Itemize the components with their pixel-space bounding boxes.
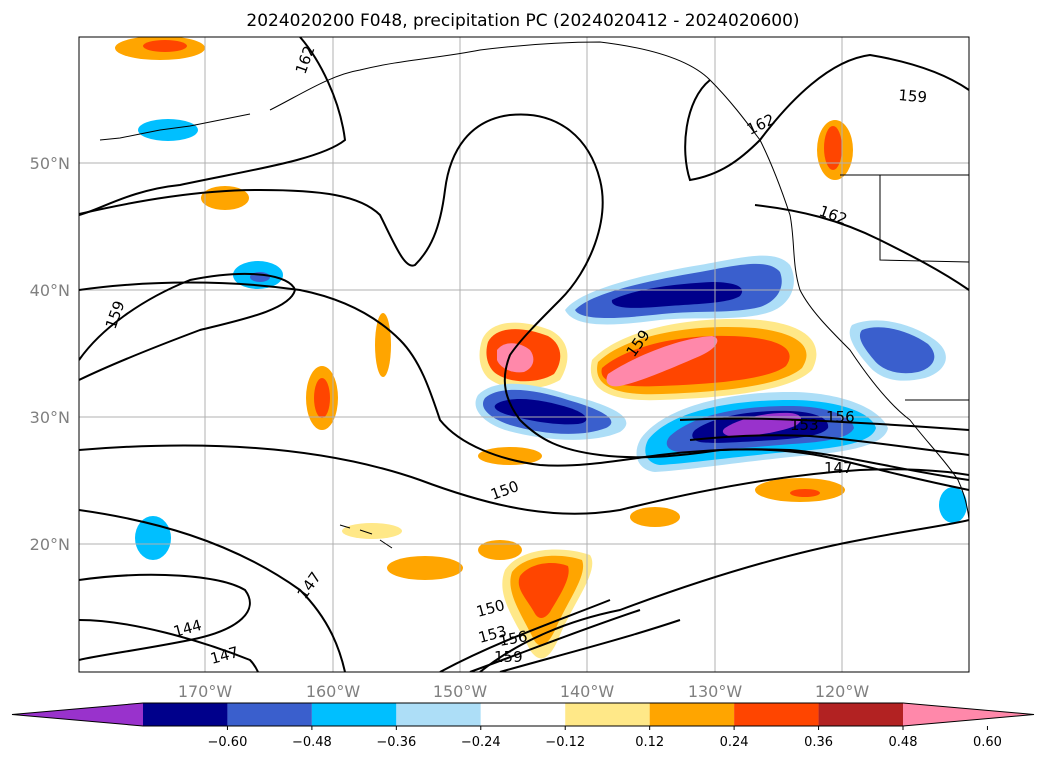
contour-156 bbox=[679, 417, 969, 431]
contour-trough-inner bbox=[79, 281, 969, 481]
positive-anomaly-nw-core bbox=[143, 40, 187, 52]
positive-anomaly-155w-20n bbox=[387, 556, 463, 580]
positive-anomaly-150w-25n bbox=[478, 447, 542, 465]
colorbar-tick-label: −0.24 bbox=[461, 735, 501, 750]
aleutian-islands bbox=[99, 113, 251, 141]
figure-title: 2024020200 F048, precipitation PC (20240… bbox=[246, 11, 799, 31]
colorbar-box bbox=[734, 703, 819, 726]
negative-anomaly-sw bbox=[135, 516, 171, 560]
colorbar-extend-max bbox=[903, 703, 1034, 726]
coastlines bbox=[99, 41, 969, 549]
lat-label-20n: 20°N bbox=[30, 535, 70, 554]
contour-ne-2 bbox=[754, 204, 969, 291]
us-state-line bbox=[879, 175, 969, 263]
map-frame bbox=[78, 36, 970, 673]
colorbar-ticks: −0.60 −0.48 −0.36 −0.24 −0.12 0.12 0.24 0.36 0.4… bbox=[208, 726, 1002, 750]
lon-label-130w: 130°W bbox=[688, 682, 743, 701]
contour-label-156-south: 156 bbox=[498, 627, 529, 650]
colorbar-box bbox=[396, 703, 481, 726]
lat-label-40n: 40°N bbox=[30, 281, 70, 300]
graticule bbox=[79, 37, 969, 672]
colorbar-box bbox=[480, 703, 566, 726]
contour-label-159-ne: 159 bbox=[898, 86, 928, 106]
contour-162-north bbox=[79, 37, 347, 216]
map-panel: 162 159 162 162 159 159 156 153 147 150 … bbox=[78, 36, 970, 673]
contour-south-tight bbox=[439, 599, 681, 672]
negative-anomaly-band-1-core bbox=[611, 282, 743, 308]
positive-anomaly-hawaii bbox=[342, 523, 402, 539]
alaska-coast bbox=[269, 41, 761, 141]
colorbar-box bbox=[227, 703, 312, 726]
contour-label-147-east: 147 bbox=[824, 459, 853, 477]
colorbar-tick-label: −0.36 bbox=[376, 735, 416, 750]
lat-label-30n: 30°N bbox=[30, 408, 70, 427]
positive-anomaly-145w-20n bbox=[478, 540, 522, 560]
contour-label-153: 153 bbox=[790, 416, 819, 434]
negative-anomaly-nw bbox=[138, 119, 198, 141]
lon-label-160w: 160°W bbox=[306, 682, 361, 701]
colorbar-box bbox=[649, 703, 735, 726]
hawaii-islands bbox=[339, 524, 393, 549]
colorbar-boxes bbox=[11, 702, 1035, 727]
latitude-labels: 50°N 40°N 30°N 20°N bbox=[30, 154, 70, 554]
negative-anomaly-coastal-core bbox=[859, 327, 935, 374]
lon-label-140w: 140°W bbox=[560, 682, 615, 701]
positive-anomaly-band-1-max bbox=[606, 336, 718, 387]
longitude-labels: 170°W 160°W 150°W 140°W 130°W 120°W bbox=[178, 682, 870, 701]
positive-anomaly-160w-core bbox=[314, 378, 330, 418]
contour-147 bbox=[79, 444, 969, 515]
contour-144 bbox=[79, 573, 251, 661]
colorbar: −0.60 −0.48 −0.36 −0.24 −0.12 0.12 0.24 0.36 0.4… bbox=[11, 702, 1035, 750]
contour-label-156: 156 bbox=[826, 408, 855, 426]
positive-anomaly-25n-1 bbox=[630, 507, 680, 527]
positive-anomaly-155w bbox=[375, 313, 391, 377]
colorbar-tick-label: −0.60 bbox=[208, 735, 248, 750]
colorbar-outline bbox=[11, 702, 1035, 727]
colorbar-tick-label: −0.12 bbox=[545, 735, 585, 750]
colorbar-box bbox=[311, 703, 397, 726]
height-contours bbox=[79, 37, 969, 672]
contour-153 bbox=[689, 434, 969, 456]
contour-147-south bbox=[79, 619, 259, 672]
colorbar-tick-label: −0.48 bbox=[292, 735, 332, 750]
negative-anomaly-coast-south bbox=[939, 487, 967, 523]
contour-ne bbox=[684, 53, 969, 182]
lat-label-50n: 50°N bbox=[30, 154, 70, 173]
positive-anomaly-south-strong bbox=[518, 563, 569, 618]
lon-label-150w: 150°W bbox=[433, 682, 488, 701]
colorbar-extend-min bbox=[12, 703, 143, 726]
colorbar-tick-label: 0.60 bbox=[973, 735, 1002, 750]
lon-label-170w: 170°W bbox=[178, 682, 233, 701]
colorbar-tick-label: 0.48 bbox=[889, 735, 918, 750]
colorbar-box bbox=[818, 703, 903, 726]
colorbar-tick-label: 0.36 bbox=[804, 735, 833, 750]
positive-anomaly-25n-2-core bbox=[790, 489, 820, 497]
contour-150 bbox=[79, 509, 969, 672]
colorbar-box bbox=[143, 703, 228, 726]
contour-label-159-south: 159 bbox=[494, 648, 523, 666]
negative-anomaly-band-2-core bbox=[494, 398, 587, 425]
positive-anomaly-ne-pac-core bbox=[824, 126, 842, 170]
colorbar-tick-label: 0.24 bbox=[720, 735, 749, 750]
colorbar-box bbox=[565, 703, 650, 726]
colorbar-tick-label: 0.12 bbox=[635, 735, 664, 750]
north-america-coast bbox=[759, 139, 969, 521]
lon-label-120w: 120°W bbox=[815, 682, 870, 701]
